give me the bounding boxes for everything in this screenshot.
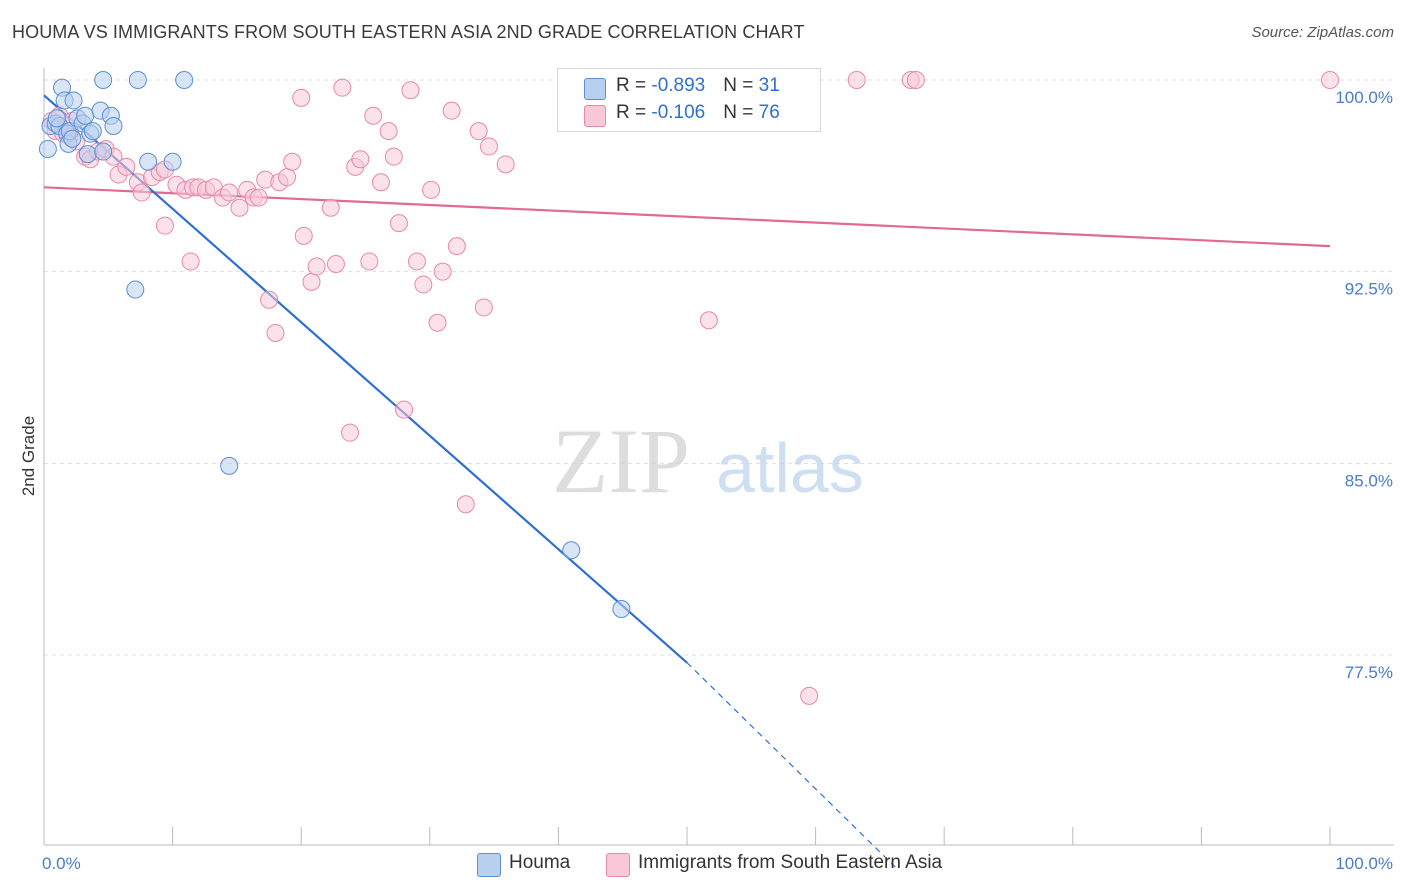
immigrants-legend-label: Immigrants from South Eastern Asia	[638, 852, 943, 873]
houma-stats-text: R = -0.893 N = 31	[616, 75, 780, 96]
immigrants-point	[800, 686, 819, 705]
immigrants-point	[456, 495, 475, 514]
immigrants-point	[283, 152, 302, 171]
houma-point	[64, 91, 83, 110]
immigrants-point	[407, 252, 426, 271]
data-points	[38, 71, 1339, 705]
immigrants-point	[333, 78, 352, 97]
houma-point	[63, 129, 82, 148]
axes	[43, 68, 1394, 846]
immigrants-point	[389, 214, 408, 233]
immigrants-point	[847, 71, 866, 89]
houma-point	[76, 106, 95, 125]
watermark-atlas: atlas	[716, 429, 864, 507]
houma-point	[78, 145, 97, 164]
immigrants-point	[360, 252, 379, 271]
immigrants-point	[395, 400, 414, 419]
source-label: Source: ZipAtlas.com	[1251, 24, 1394, 41]
houma-point	[612, 600, 631, 618]
immigrants-point	[474, 298, 493, 317]
immigrants-point	[433, 262, 452, 281]
immigrants-point	[132, 183, 151, 202]
tick-labels: 100.0% 92.5% 85.0% 77.5% 0.0% 100.0%	[42, 88, 1393, 873]
grid-lines	[44, 79, 1394, 656]
houma-point	[126, 280, 145, 299]
immigrants-point	[496, 155, 515, 174]
y-tick-label: 85.0%	[1345, 471, 1393, 490]
immigrants-point	[181, 252, 200, 271]
immigrants-point	[469, 122, 488, 141]
immigrants-point	[292, 88, 311, 107]
immigrants-point	[155, 216, 174, 235]
immigrants-point	[220, 183, 239, 202]
stats-legend: R = -0.893 N = 31 R = -0.106 N = 76	[557, 68, 821, 132]
immigrants-point	[428, 313, 447, 332]
y-axis-label: 2nd Grade	[19, 416, 38, 496]
houma-point	[139, 152, 158, 171]
immigrants-point	[906, 71, 925, 89]
houma-trend-extension	[686, 662, 896, 868]
houma-point	[175, 71, 194, 89]
x-tick-label-max: 100.0%	[1335, 854, 1393, 873]
houma-point	[83, 122, 102, 141]
immigrants-point	[294, 226, 313, 245]
watermark-zip: ZIP	[552, 410, 690, 512]
houma-swatch	[584, 78, 606, 100]
houma-legend-swatch	[477, 853, 501, 877]
immigrants-point	[699, 311, 718, 330]
houma-legend-label: Houma	[509, 852, 571, 873]
houma-point	[562, 541, 581, 560]
houma-point	[128, 71, 147, 89]
immigrants-point	[249, 188, 268, 207]
immigrants-point	[414, 275, 433, 294]
immigrants-point	[422, 180, 441, 199]
immigrants-point	[266, 324, 285, 342]
houma-point	[163, 152, 182, 171]
immigrants-point	[307, 257, 326, 276]
y-tick-label: 77.5%	[1345, 663, 1393, 682]
immigrants-point	[364, 106, 383, 125]
immigrants-point	[479, 137, 498, 156]
immigrants-point	[341, 423, 360, 442]
immigrants-point	[278, 168, 297, 187]
immigrants-point	[351, 150, 370, 169]
immigrants-point	[326, 255, 345, 273]
immigrants-swatch	[584, 105, 606, 127]
y-tick-label: 92.5%	[1345, 280, 1393, 299]
immigrants-point	[401, 81, 420, 100]
houma-point	[94, 71, 113, 89]
immigrants-point	[117, 157, 136, 176]
immigrants-point	[230, 198, 249, 217]
series-legend: Houma Immigrants from South Eastern Asia	[0, 852, 1406, 878]
immigrants-point	[302, 272, 321, 291]
immigrants-point	[384, 147, 403, 166]
houma-point	[94, 142, 113, 161]
immigrants-legend-swatch	[606, 853, 630, 877]
chart-title: HOUMA VS IMMIGRANTS FROM SOUTH EASTERN A…	[12, 22, 805, 42]
immigrants-point	[371, 173, 390, 192]
immigrants-point	[442, 101, 461, 120]
immigrants-point	[447, 237, 466, 256]
immigrants-point	[260, 290, 279, 309]
immigrants-point	[321, 198, 340, 217]
houma-point	[220, 456, 239, 475]
houma-point	[38, 140, 57, 158]
y-tick-label: 100.0%	[1335, 88, 1393, 107]
houma-trend-line	[43, 94, 688, 664]
houma-point	[47, 109, 66, 128]
immigrants-point	[379, 122, 398, 141]
immigrants-point	[1321, 71, 1339, 89]
immigrants-stats-text: R = -0.106 N = 76	[616, 102, 780, 123]
houma-point	[104, 117, 123, 135]
x-tick-label-min: 0.0%	[42, 854, 81, 873]
